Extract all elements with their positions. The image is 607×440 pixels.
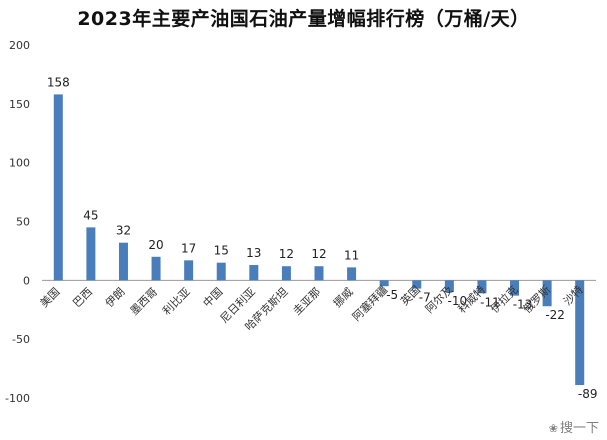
data-label: 13 [246, 246, 261, 260]
data-label: -5 [386, 288, 398, 302]
data-label: 45 [83, 208, 98, 222]
data-label: 12 [279, 247, 294, 261]
x-tick-label: 伊朗 [103, 285, 128, 310]
bar [477, 280, 487, 294]
data-label: 20 [148, 238, 163, 252]
bar [575, 280, 585, 386]
data-label: -11 [480, 295, 500, 309]
x-tick-label: 巴西 [70, 285, 95, 310]
x-tick-label: 挪威 [330, 285, 355, 310]
y-tick-label: 0 [23, 274, 30, 287]
data-label: 11 [344, 248, 359, 262]
y-tick-label: 200 [9, 39, 30, 52]
bar [379, 280, 389, 287]
x-tick-label: 美国 [38, 285, 63, 310]
y-tick-label: 50 [16, 216, 30, 229]
x-tick-label: 圭亚那 [291, 285, 324, 318]
bar [347, 267, 357, 281]
bar [53, 94, 63, 281]
bar [510, 280, 520, 296]
bar [86, 227, 96, 281]
y-tick-label: -50 [12, 333, 30, 346]
data-label: -22 [545, 308, 565, 322]
bar [542, 280, 552, 307]
bar [216, 262, 226, 281]
data-label: 32 [116, 224, 131, 238]
bar [412, 280, 422, 289]
paw-icon: ❀ [548, 422, 558, 435]
watermark-text: 搜一下 [559, 421, 599, 436]
data-label: 158 [47, 75, 70, 89]
x-tick-label: 利比亚 [160, 285, 193, 318]
bar [249, 265, 259, 281]
y-tick-label: 100 [9, 157, 30, 170]
data-label: 12 [311, 247, 326, 261]
x-tick-label: 阿塞拜疆 [349, 283, 390, 324]
y-tick-label: -100 [5, 392, 30, 405]
bar [184, 260, 194, 281]
x-tick-label: 中国 [201, 285, 226, 310]
bar [281, 266, 291, 281]
watermark: ❀ 搜一下 [549, 417, 599, 436]
bar [444, 280, 454, 293]
data-label: -7 [419, 291, 431, 305]
data-label: 17 [181, 241, 196, 255]
bar [151, 256, 161, 281]
data-label: -10 [448, 294, 468, 308]
data-label: 15 [214, 244, 229, 258]
bar [314, 266, 324, 281]
y-tick-label: 150 [9, 98, 30, 111]
data-label: -89 [578, 387, 598, 401]
bar [118, 242, 128, 281]
data-label: -13 [513, 298, 533, 312]
x-tick-label: 墨西哥 [128, 285, 161, 318]
chart-title: 2023年主要产油国石油产量增幅排行榜（万桶/天） [77, 8, 530, 30]
